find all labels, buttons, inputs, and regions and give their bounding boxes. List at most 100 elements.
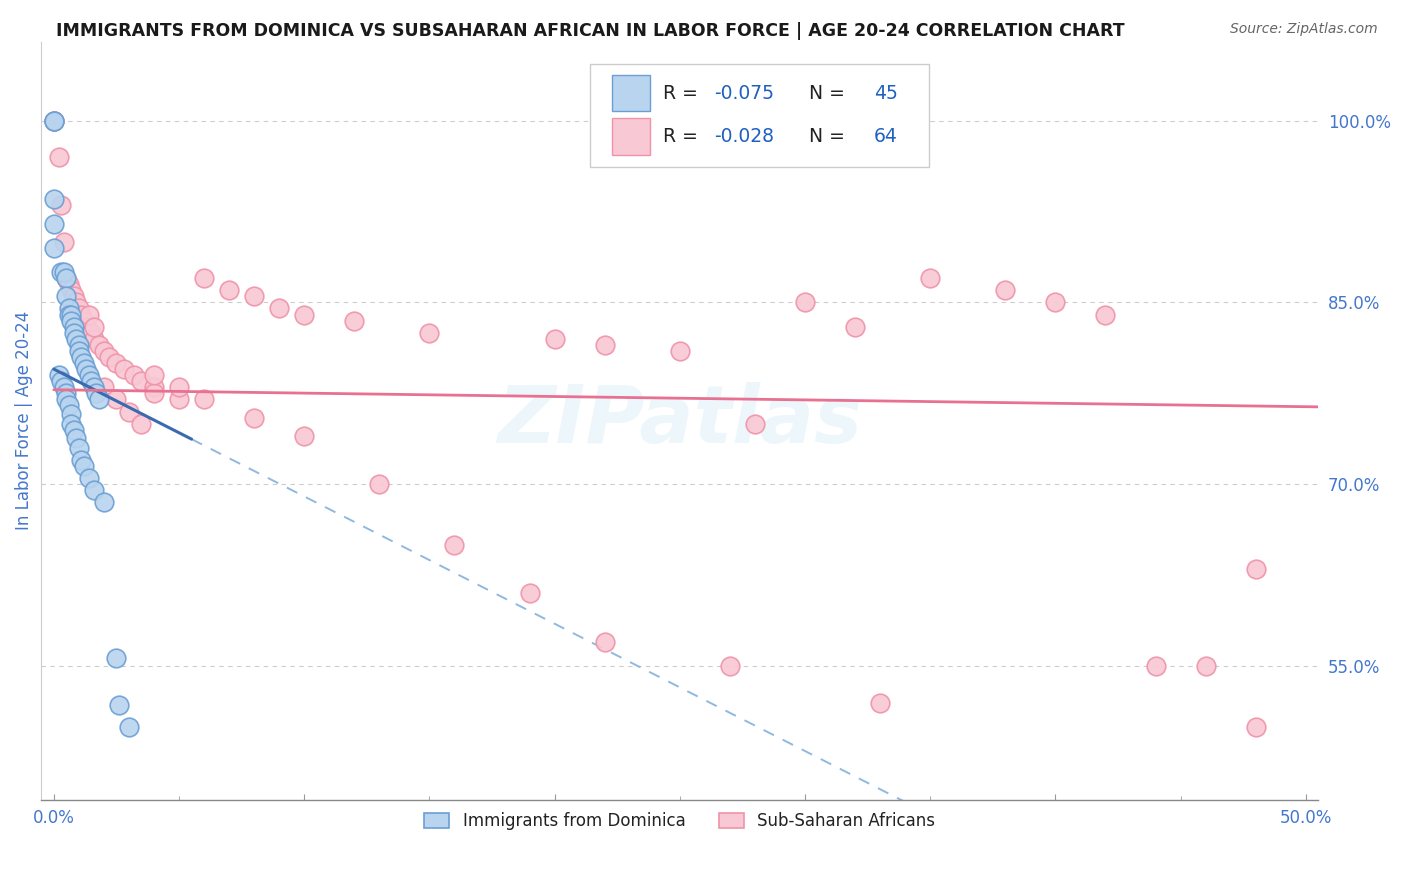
Point	[87, 338, 110, 352]
Point	[52, 380, 75, 394]
Point	[63, 326, 86, 340]
Text: 0.0%: 0.0%	[32, 809, 75, 827]
FancyBboxPatch shape	[612, 119, 651, 154]
Point	[143, 386, 166, 401]
FancyBboxPatch shape	[591, 64, 929, 167]
Point	[58, 277, 80, 292]
Point	[42, 113, 65, 128]
Point	[42, 193, 65, 207]
Text: 45: 45	[875, 84, 898, 103]
Point	[51, 198, 73, 212]
Point	[794, 295, 817, 310]
Text: -0.075: -0.075	[714, 84, 775, 103]
Point	[58, 399, 80, 413]
Point	[669, 343, 692, 358]
Point	[55, 289, 77, 303]
Point	[42, 113, 65, 128]
Point	[55, 271, 77, 285]
Point	[80, 374, 103, 388]
Point	[869, 696, 891, 710]
Point	[63, 423, 86, 437]
Point	[80, 326, 103, 340]
Point	[42, 113, 65, 128]
Point	[1244, 720, 1267, 734]
Point	[42, 241, 65, 255]
Text: 50.0%: 50.0%	[1279, 809, 1331, 827]
Point	[51, 374, 73, 388]
Point	[1094, 308, 1116, 322]
Point	[63, 289, 86, 303]
Legend: Immigrants from Dominica, Sub-Saharan Africans: Immigrants from Dominica, Sub-Saharan Af…	[418, 805, 942, 837]
Point	[1194, 659, 1216, 673]
Text: -0.028: -0.028	[714, 127, 775, 146]
Point	[844, 319, 866, 334]
Point	[63, 319, 86, 334]
Point	[167, 392, 190, 407]
Point	[105, 392, 128, 407]
Point	[65, 431, 87, 445]
Point	[60, 308, 83, 322]
Point	[77, 368, 100, 383]
Point	[243, 289, 266, 303]
Point	[193, 392, 215, 407]
Text: IMMIGRANTS FROM DOMINICA VS SUBSAHARAN AFRICAN IN LABOR FORCE | AGE 20-24 CORREL: IMMIGRANTS FROM DOMINICA VS SUBSAHARAN A…	[56, 22, 1125, 40]
Point	[55, 392, 77, 407]
Point	[48, 368, 70, 383]
Text: 64: 64	[875, 127, 898, 146]
Point	[67, 338, 90, 352]
Point	[593, 338, 616, 352]
Point	[77, 471, 100, 485]
Text: Source: ZipAtlas.com: Source: ZipAtlas.com	[1230, 22, 1378, 37]
Point	[67, 301, 90, 316]
Point	[70, 350, 93, 364]
Point	[48, 150, 70, 164]
Point	[58, 301, 80, 316]
Point	[93, 343, 115, 358]
Point	[60, 407, 83, 421]
Point	[118, 720, 141, 734]
Point	[105, 356, 128, 370]
Point	[131, 374, 153, 388]
Point	[105, 650, 128, 665]
FancyBboxPatch shape	[612, 75, 651, 112]
Point	[920, 271, 942, 285]
Point	[418, 326, 440, 340]
Point	[243, 410, 266, 425]
Point	[83, 380, 105, 394]
Point	[112, 362, 135, 376]
Point	[60, 313, 83, 327]
Point	[994, 283, 1017, 297]
Point	[58, 308, 80, 322]
Point	[343, 313, 366, 327]
Point	[60, 283, 83, 297]
Point	[1045, 295, 1067, 310]
Point	[75, 362, 97, 376]
Text: R =: R =	[664, 127, 704, 146]
Point	[131, 417, 153, 431]
Text: R =: R =	[664, 84, 704, 103]
Point	[65, 295, 87, 310]
Point	[67, 343, 90, 358]
Point	[93, 380, 115, 394]
Point	[73, 313, 96, 327]
Point	[87, 392, 110, 407]
Point	[93, 495, 115, 509]
Text: ZIPatlas: ZIPatlas	[498, 382, 862, 459]
Point	[73, 459, 96, 474]
Point	[167, 380, 190, 394]
Point	[55, 386, 77, 401]
Point	[42, 217, 65, 231]
Text: N =: N =	[797, 84, 851, 103]
Point	[51, 265, 73, 279]
Point	[52, 235, 75, 249]
Point	[1144, 659, 1167, 673]
Point	[122, 368, 145, 383]
Point	[75, 319, 97, 334]
Point	[143, 380, 166, 394]
Point	[143, 368, 166, 383]
Point	[218, 283, 240, 297]
Point	[118, 404, 141, 418]
Point	[67, 441, 90, 455]
Point	[70, 453, 93, 467]
Point	[543, 332, 565, 346]
